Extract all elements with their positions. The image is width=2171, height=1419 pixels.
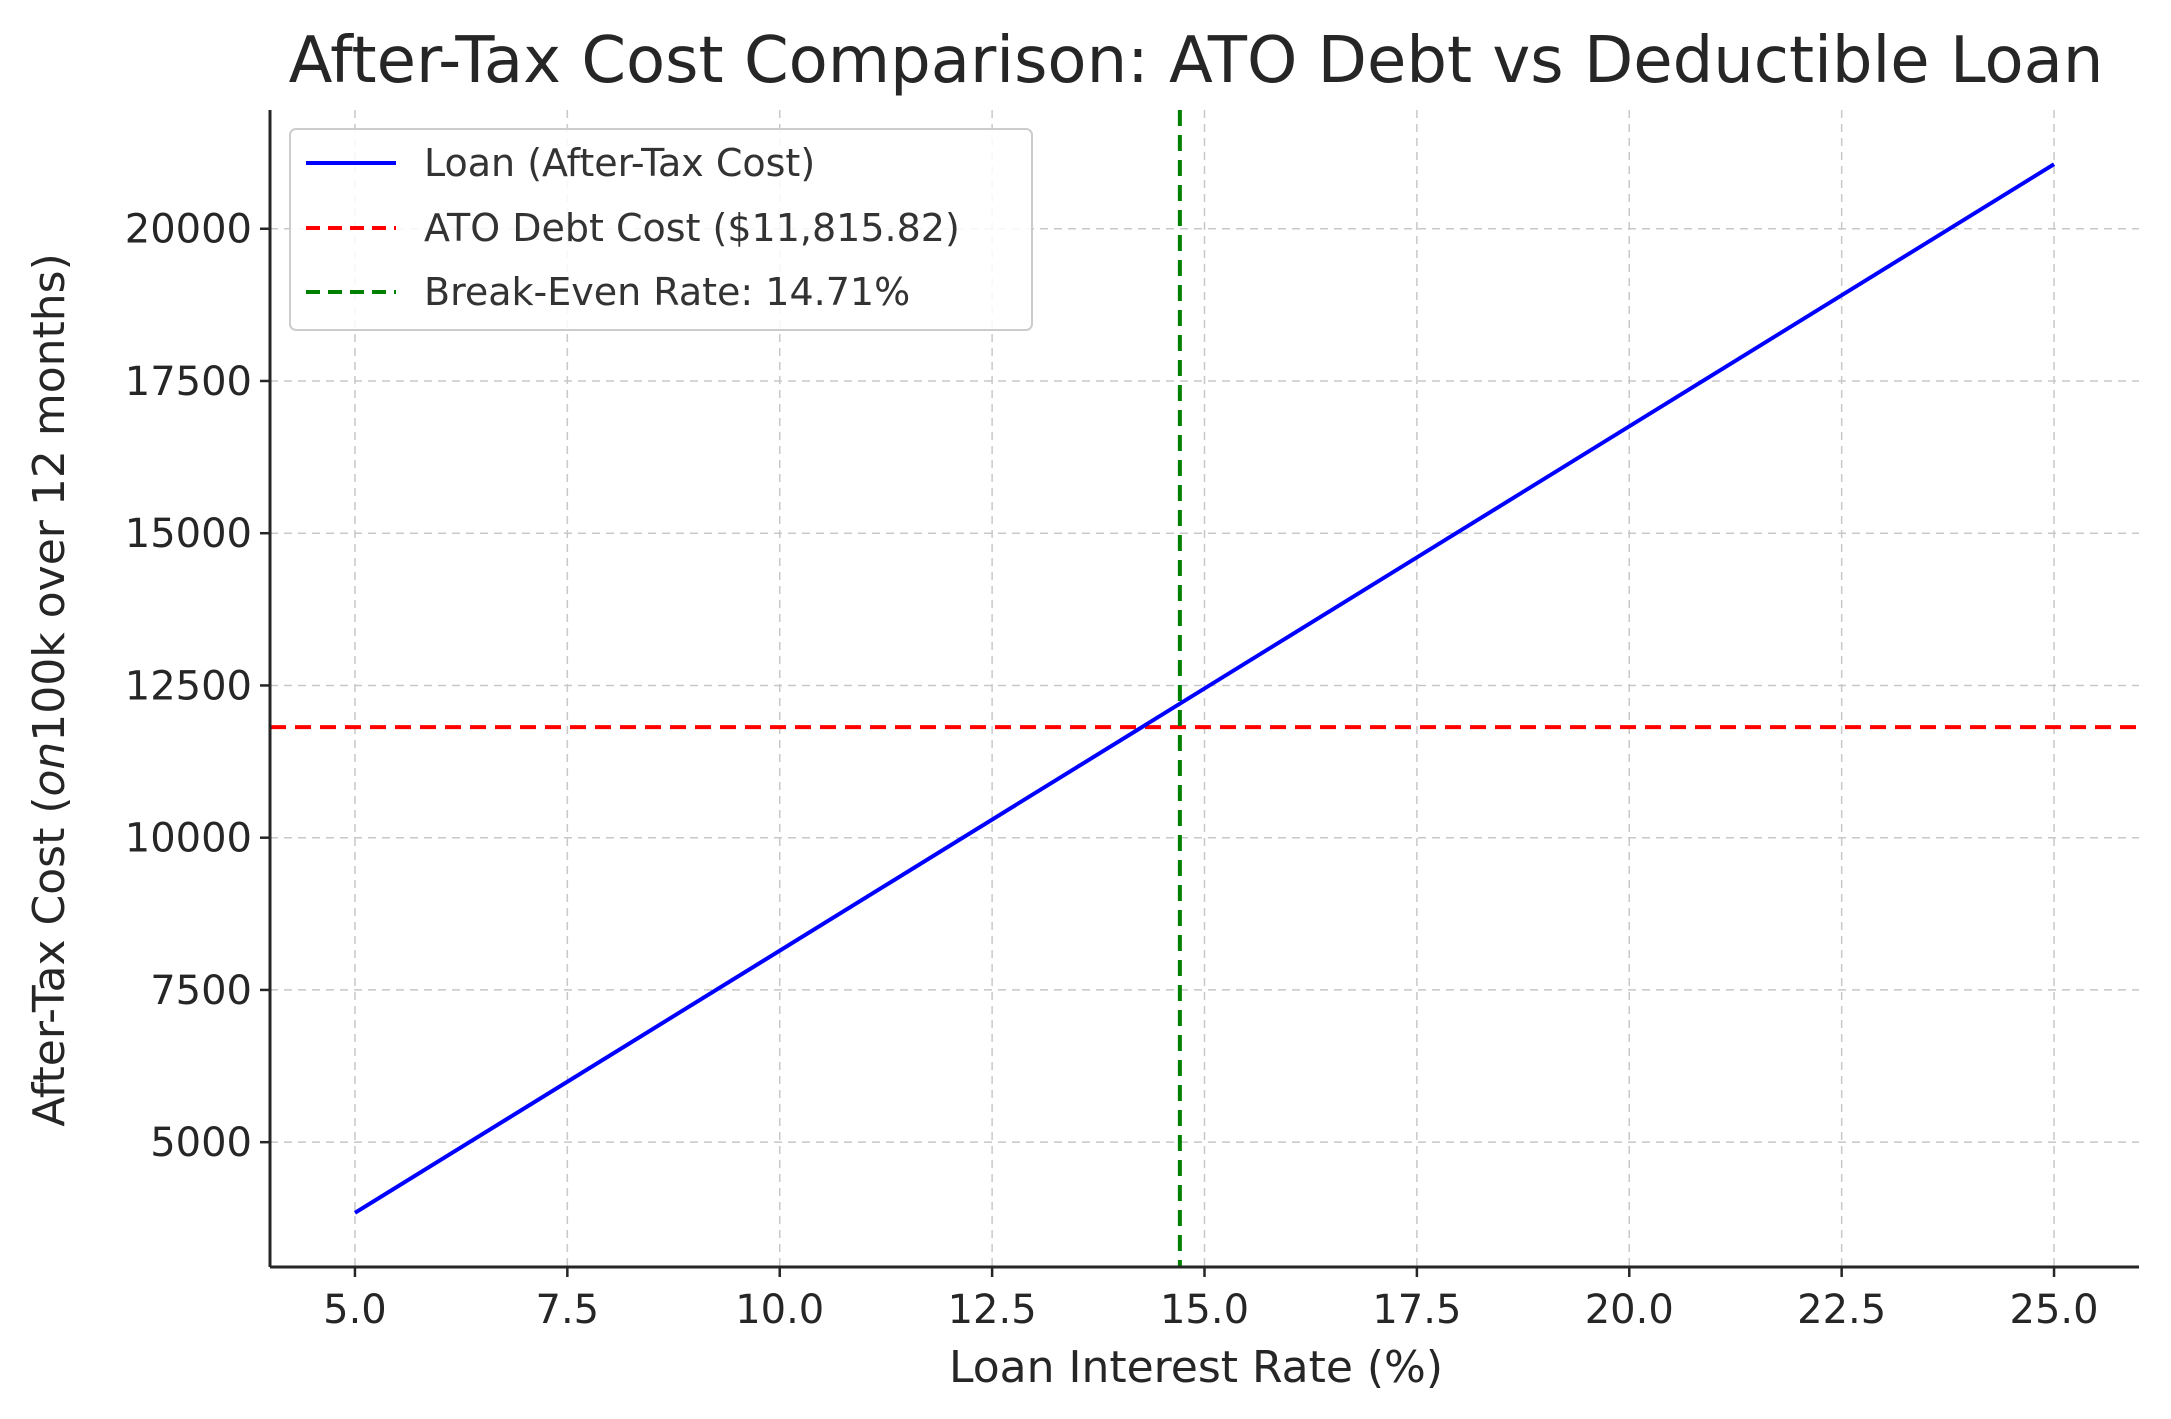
- x-tick-label: 15.0: [1160, 1287, 1249, 1333]
- x-tick-label: 7.5: [536, 1287, 600, 1333]
- legend-label-loan: Loan (After-Tax Cost): [424, 141, 815, 185]
- x-tick-label: 12.5: [948, 1287, 1037, 1333]
- y-axis-label-part-2: on: [24, 742, 75, 797]
- chart-title: After-Tax Cost Comparison: ATO Debt vs D…: [289, 24, 2104, 98]
- x-tick-label: 17.5: [1372, 1287, 1461, 1333]
- legend-label-ato: ATO Debt Cost ($11,815.82): [424, 206, 960, 250]
- y-axis-label: After-Tax Cost (on100k over 12 months): [24, 253, 75, 1127]
- y-axis-label-part-1: After-Tax Cost (: [24, 797, 75, 1127]
- y-tick-label: 7500: [150, 968, 252, 1014]
- legend-label-break-even: Break-Even Rate: 14.71%: [424, 270, 910, 314]
- x-tick-label: 22.5: [1797, 1287, 1886, 1333]
- y-tick-label: 10000: [125, 816, 252, 862]
- reference-lines: [270, 110, 2139, 1267]
- y-tick-label: 17500: [125, 359, 252, 405]
- grid-lines: [270, 110, 2139, 1267]
- y-tick-label: 20000: [125, 207, 252, 253]
- x-tick-label: 25.0: [2010, 1287, 2099, 1333]
- legend: Loan (After-Tax Cost) ATO Debt Cost ($11…: [289, 128, 1033, 331]
- y-tick-label: 15000: [125, 511, 252, 557]
- x-tick-label: 10.0: [735, 1287, 824, 1333]
- tick-labels: 5.0 7.5 10.0 12.5 15.0 17.5 20.0 22.5 25.0 5000 75…: [125, 207, 2099, 1333]
- x-tick-label: 20.0: [1585, 1287, 1674, 1333]
- series-line-0: [353, 162, 2056, 1215]
- axes: [260, 110, 2139, 1277]
- x-axis-label: Loan Interest Rate (%): [949, 1342, 1443, 1393]
- y-axis-label-part-3: 100k over 12 months): [24, 253, 75, 741]
- legend-box: [289, 128, 1033, 331]
- y-tick-label: 5000: [150, 1120, 252, 1166]
- series-lines: [353, 162, 2056, 1215]
- y-tick-label: 12500: [125, 663, 252, 709]
- x-tick-label: 5.0: [323, 1287, 387, 1333]
